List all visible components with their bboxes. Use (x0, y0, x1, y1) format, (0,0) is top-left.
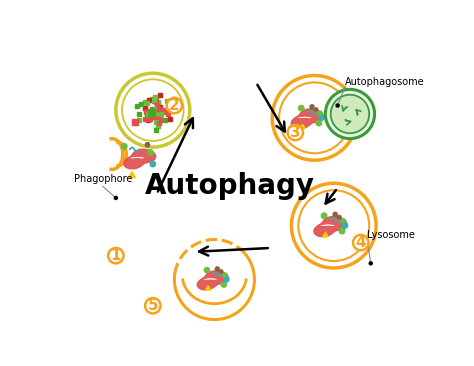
Text: 4: 4 (356, 235, 366, 250)
Circle shape (318, 111, 322, 116)
Circle shape (215, 267, 219, 271)
Text: 1: 1 (110, 248, 121, 263)
Circle shape (224, 277, 229, 282)
Circle shape (314, 108, 318, 111)
Circle shape (292, 183, 376, 268)
Circle shape (150, 161, 155, 167)
Circle shape (272, 75, 357, 160)
Circle shape (288, 125, 303, 140)
Text: 2: 2 (169, 98, 180, 113)
Polygon shape (314, 217, 347, 237)
Circle shape (342, 223, 347, 228)
Circle shape (321, 213, 327, 219)
Circle shape (369, 262, 372, 265)
Circle shape (221, 282, 227, 287)
Circle shape (325, 89, 374, 139)
Circle shape (114, 197, 118, 199)
Circle shape (337, 216, 341, 219)
Circle shape (122, 79, 183, 141)
Circle shape (108, 248, 124, 264)
Circle shape (223, 273, 228, 278)
Text: 3: 3 (290, 125, 301, 140)
Circle shape (319, 115, 324, 120)
Polygon shape (197, 271, 228, 290)
Circle shape (219, 270, 223, 273)
Text: Phagophore: Phagophore (74, 174, 133, 184)
Circle shape (333, 212, 337, 216)
Circle shape (148, 150, 153, 155)
Circle shape (167, 98, 182, 113)
Polygon shape (206, 285, 211, 290)
Circle shape (310, 105, 314, 109)
Circle shape (341, 219, 346, 224)
Circle shape (353, 235, 368, 250)
Text: 5: 5 (147, 298, 158, 313)
Circle shape (122, 143, 127, 149)
Circle shape (336, 104, 339, 107)
Polygon shape (292, 109, 323, 128)
Text: Autophagy: Autophagy (145, 172, 315, 200)
Polygon shape (128, 172, 136, 178)
Text: Autophagosome: Autophagosome (346, 78, 425, 87)
Polygon shape (323, 232, 328, 237)
Circle shape (299, 105, 304, 111)
Circle shape (339, 228, 345, 234)
Circle shape (279, 82, 350, 153)
Circle shape (316, 120, 321, 126)
Polygon shape (300, 124, 305, 129)
Polygon shape (124, 149, 156, 169)
Circle shape (298, 190, 369, 261)
Circle shape (204, 268, 210, 273)
Circle shape (145, 298, 161, 313)
Circle shape (116, 73, 190, 147)
Text: Lysosome: Lysosome (367, 230, 415, 240)
Circle shape (331, 95, 369, 133)
Circle shape (146, 143, 150, 147)
